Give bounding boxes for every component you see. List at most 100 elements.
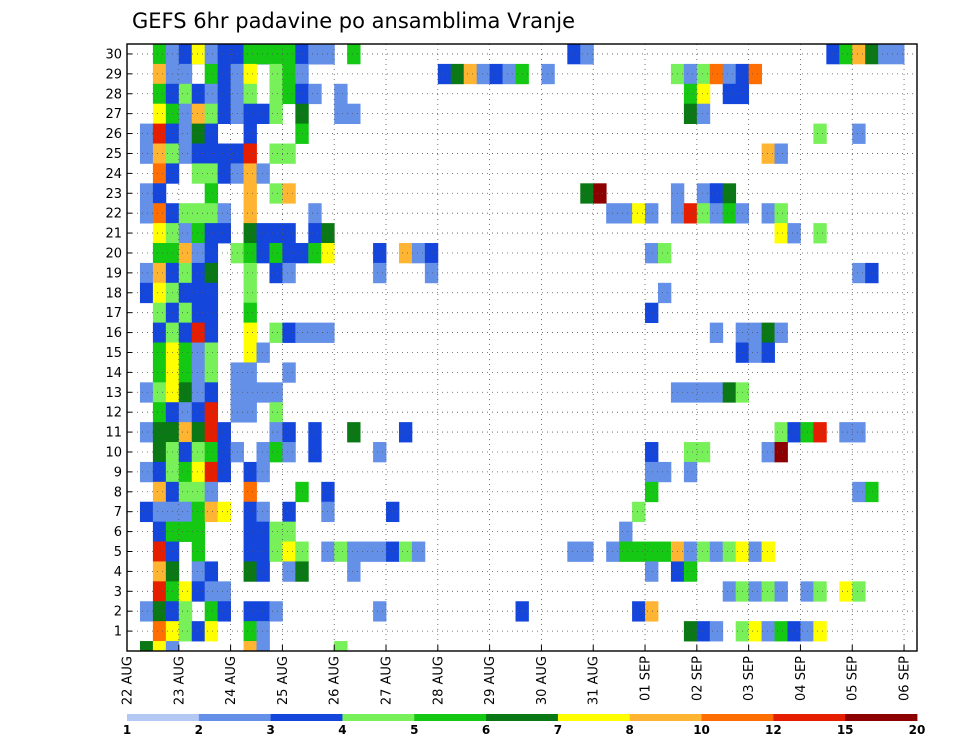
heatmap-cell — [152, 83, 167, 105]
heatmap-cell — [243, 302, 257, 324]
heatmap-cell — [139, 123, 154, 144]
heatmap-cell — [178, 461, 193, 483]
heatmap-cell — [152, 402, 167, 423]
heatmap-cell — [217, 83, 232, 105]
heatmap-cell — [645, 442, 659, 463]
heatmap-cell — [774, 422, 788, 443]
colorbar-label: 7 — [554, 723, 562, 737]
colorbar-swatch — [270, 714, 343, 721]
heatmap-cell — [139, 601, 154, 622]
heatmap-cell — [139, 143, 154, 164]
y-tick-label: 28 — [105, 87, 122, 102]
heatmap-cell — [282, 183, 296, 204]
heatmap-cell — [217, 442, 232, 463]
heatmap-cell — [191, 501, 206, 523]
heatmap-cell — [761, 342, 775, 363]
heatmap-cell — [683, 203, 698, 224]
heatmap-cell — [865, 262, 879, 284]
heatmap-cell — [152, 282, 167, 304]
heatmap-cell — [178, 422, 193, 443]
heatmap-cell — [398, 243, 413, 264]
heatmap-cell — [178, 203, 219, 224]
heatmap-cell — [411, 541, 426, 562]
heatmap-cell — [761, 143, 775, 164]
heatmap-cell — [243, 262, 257, 284]
heatmap-cell — [761, 541, 775, 562]
x-tick-label: 22 AUG — [121, 656, 136, 705]
heatmap-cell — [152, 302, 167, 324]
heatmap-cell — [165, 501, 193, 523]
heatmap-cell — [774, 143, 788, 164]
colorbar-label: 2 — [195, 723, 203, 737]
heatmap-cell — [243, 322, 257, 343]
heatmap-cell — [191, 422, 206, 443]
heatmap-cell — [813, 581, 827, 602]
heatmap-cell — [191, 302, 219, 324]
heatmap-cell — [204, 382, 219, 403]
heatmap-cell — [839, 581, 853, 602]
y-tick-label: 29 — [105, 67, 122, 82]
heatmap-cell — [657, 282, 672, 304]
heatmap-cell — [722, 83, 750, 105]
heatmap-cell — [269, 322, 283, 343]
heatmap-cell — [476, 63, 491, 85]
heatmap-cell — [722, 581, 737, 602]
heatmap-cell — [191, 163, 206, 184]
y-axis: 1234567891011121314151617181920212223242… — [105, 47, 132, 640]
x-tick-label: 24 AUG — [224, 656, 239, 705]
heatmap-cell — [191, 103, 206, 124]
heatmap-cell — [152, 143, 167, 164]
x-tick-label: 30 AUG — [535, 656, 550, 705]
heatmap-cell — [243, 163, 257, 184]
heatmap-cell — [269, 183, 283, 204]
heatmap-cell — [191, 561, 206, 582]
heatmap-cell — [852, 581, 866, 602]
heatmap-cell — [269, 262, 283, 284]
heatmap-cell — [178, 382, 193, 403]
heatmap-cell — [308, 203, 322, 224]
x-tick-label: 02 SEP — [690, 656, 705, 701]
heatmap-cell — [696, 203, 711, 224]
heatmap-cell — [852, 481, 866, 503]
heatmap-cell — [722, 203, 737, 224]
heatmap-cell — [761, 621, 775, 642]
heatmap-cell — [191, 243, 206, 264]
heatmap-cell — [256, 561, 270, 582]
heatmap-cell — [334, 541, 348, 562]
heatmap-cell — [178, 402, 193, 423]
heatmap-cell — [243, 481, 257, 503]
heatmap-cell — [243, 143, 257, 164]
colorbar-swatch — [773, 714, 846, 721]
heatmap-cell — [269, 442, 283, 463]
heatmap-cell — [683, 541, 698, 562]
heatmap-cell — [282, 44, 296, 65]
heatmap-cell — [347, 44, 361, 65]
heatmap-cell — [178, 621, 193, 642]
heatmap-cell — [243, 123, 257, 144]
x-tick-label: 28 AUG — [431, 656, 446, 705]
y-tick-label: 14 — [105, 366, 122, 381]
heatmap-cell — [139, 641, 154, 652]
heatmap-cell — [308, 83, 322, 105]
heatmap-cell — [787, 422, 801, 443]
x-tick-label: 01 SEP — [639, 656, 654, 701]
heatmap-cell — [230, 362, 257, 383]
heatmap-cell — [243, 183, 257, 204]
heatmap-cell — [243, 501, 257, 523]
heatmap-cell — [852, 262, 866, 284]
heatmap-cell — [865, 481, 879, 503]
heatmap-cell — [774, 581, 788, 602]
heatmap-cell — [683, 561, 698, 582]
heatmap-cell — [787, 223, 801, 244]
heatmap-cell — [709, 183, 724, 204]
x-tick-label: 27 AUG — [380, 656, 395, 705]
heatmap-cell — [178, 442, 193, 463]
heatmap-cell — [748, 581, 762, 602]
heatmap-cell — [645, 561, 659, 582]
heatmap-cell — [761, 203, 775, 224]
heatmap-cell — [204, 262, 219, 284]
x-tick-label: 05 SEP — [846, 656, 861, 701]
heatmap-cell — [852, 44, 866, 65]
heatmap-cell — [191, 382, 206, 403]
heatmap-cell — [204, 83, 219, 105]
